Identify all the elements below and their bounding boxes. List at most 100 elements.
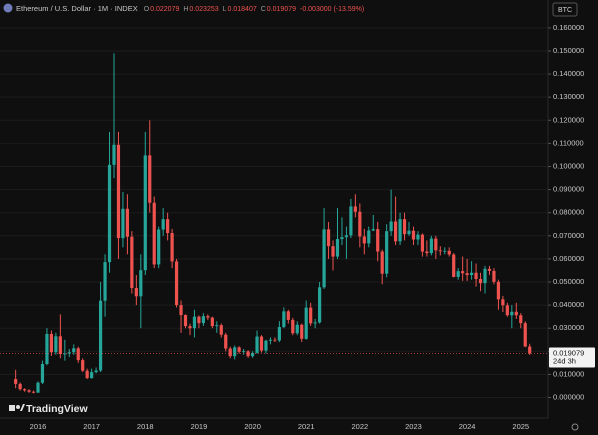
candle-body xyxy=(188,326,192,329)
candle-body xyxy=(478,278,483,284)
ohlc-label: L xyxy=(223,6,227,13)
candle-body xyxy=(224,334,228,349)
candle-body xyxy=(456,271,460,277)
y-tick-label: 0.080000 xyxy=(553,208,584,217)
y-tick-label: 0.000000 xyxy=(553,393,584,402)
candle-body xyxy=(85,370,89,379)
candle-body xyxy=(429,238,433,254)
candle-body xyxy=(331,246,335,257)
y-tick-label: 0.120000 xyxy=(553,115,584,124)
candle-body xyxy=(148,155,152,203)
candle-body xyxy=(192,316,197,329)
candle-body xyxy=(197,316,201,324)
last-price-box xyxy=(549,347,595,368)
candle-body xyxy=(152,202,156,265)
candle-body xyxy=(416,234,420,240)
candle-body xyxy=(179,305,183,316)
candle-body xyxy=(300,324,304,339)
settings-icon[interactable] xyxy=(571,423,579,431)
candle-body xyxy=(67,352,71,354)
last-price-label: 0.019079 xyxy=(553,348,584,357)
candle-body xyxy=(528,346,532,354)
candle-body xyxy=(22,389,27,391)
ohlc-value: 0.022079 xyxy=(150,6,179,13)
candle-body xyxy=(183,315,188,327)
y-tick-label: 0.110000 xyxy=(553,138,584,147)
candle-body xyxy=(398,219,402,242)
y-tick-label: 0.040000 xyxy=(553,300,584,309)
candle-body xyxy=(63,353,67,355)
candle-body xyxy=(125,208,129,237)
x-tick-label: 2024 xyxy=(459,422,476,431)
candle-body xyxy=(103,262,107,301)
candle-body xyxy=(54,336,58,353)
ohlc-label: C xyxy=(261,6,266,13)
candle-body xyxy=(116,144,121,239)
ohlc-value: 0.019079 xyxy=(267,6,296,13)
candle-body xyxy=(349,206,353,236)
candle-body xyxy=(255,336,259,353)
candle-body xyxy=(90,372,94,379)
candle-body xyxy=(72,348,76,353)
x-tick-label: 2023 xyxy=(405,422,422,431)
logo-mark xyxy=(16,405,20,409)
ohlc-change: -0.003000 (-13.59%) xyxy=(300,6,364,13)
y-tick-label: 0.150000 xyxy=(553,46,584,55)
candle-body xyxy=(447,250,451,255)
candle-body xyxy=(295,324,299,334)
candle-body xyxy=(246,351,250,357)
candle-body xyxy=(94,370,98,373)
candle-body xyxy=(469,272,474,276)
candle-body xyxy=(139,270,143,297)
candle-body xyxy=(264,340,268,351)
candle-body xyxy=(76,348,80,361)
candle-body xyxy=(492,270,496,282)
x-tick-label: 2016 xyxy=(30,422,47,431)
candle-body xyxy=(40,364,45,383)
candle-body xyxy=(402,219,407,235)
candle-body xyxy=(268,339,273,341)
y-tick-label: 0.130000 xyxy=(553,92,584,101)
y-tick-label: 0.070000 xyxy=(553,231,584,240)
ohlc-value: 0.023253 xyxy=(189,6,218,13)
candle-body xyxy=(380,251,384,274)
candle-body xyxy=(344,235,349,238)
candle-body xyxy=(322,229,326,288)
x-tick-label: 2018 xyxy=(137,422,154,431)
candle-body xyxy=(362,236,366,244)
y-tick-label: 0.050000 xyxy=(553,277,584,286)
logo xyxy=(9,404,25,411)
candle-body xyxy=(371,229,375,231)
candle-body xyxy=(18,383,22,390)
candle-body xyxy=(250,352,255,357)
candle-body xyxy=(215,325,219,327)
candle-body xyxy=(143,155,147,271)
candle-body xyxy=(340,237,344,240)
candle-body xyxy=(237,347,241,352)
candle-body xyxy=(425,251,429,254)
candle-body xyxy=(519,315,523,324)
candle-body xyxy=(157,229,161,265)
candle-body xyxy=(326,229,331,247)
countdown: 24d 3h xyxy=(553,356,576,365)
candle-body xyxy=(81,360,85,371)
currency-button[interactable] xyxy=(552,2,578,17)
candle-body xyxy=(367,230,371,244)
candle-body xyxy=(438,250,442,252)
candle-body xyxy=(394,221,398,242)
candle-body xyxy=(483,268,487,284)
candle-body xyxy=(510,311,514,316)
candle-body xyxy=(501,299,505,306)
currency-button-label[interactable]: BTC xyxy=(558,7,572,14)
candle-body xyxy=(420,234,425,252)
candle-body xyxy=(259,336,264,351)
candle-body xyxy=(291,319,295,334)
candle-body xyxy=(376,229,380,252)
y-tick-label: 0.030000 xyxy=(553,323,584,332)
candle-body xyxy=(206,316,210,318)
candle-body xyxy=(465,273,469,276)
candle-body xyxy=(98,300,103,371)
candle-body xyxy=(161,219,165,230)
